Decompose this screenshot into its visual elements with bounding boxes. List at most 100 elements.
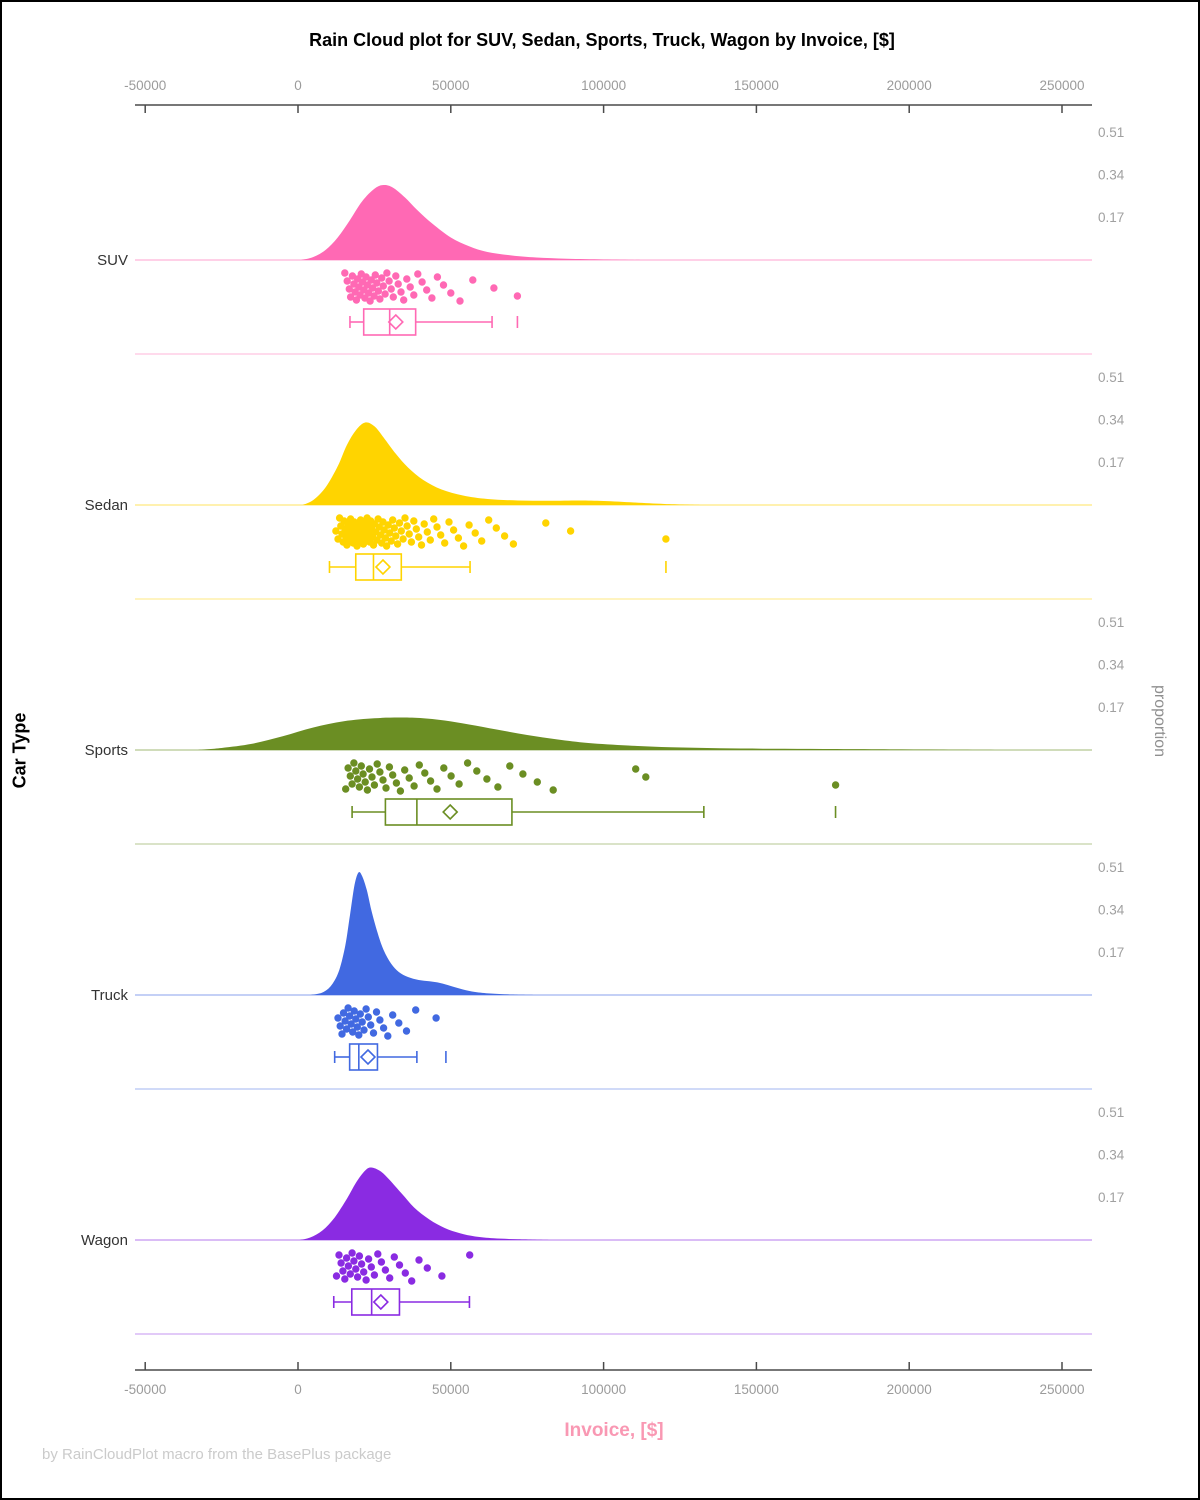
point-sedan bbox=[459, 542, 468, 550]
point-sedan bbox=[471, 529, 479, 537]
point-wagon bbox=[355, 1252, 364, 1260]
point-sedan bbox=[389, 516, 397, 524]
point-suv bbox=[373, 279, 381, 287]
point-suv bbox=[345, 285, 353, 293]
point-suv bbox=[456, 297, 464, 305]
point-wagon bbox=[357, 1260, 366, 1268]
top-axis-tick-label: -50000 bbox=[124, 78, 166, 93]
point-wagon bbox=[401, 1269, 409, 1277]
point-sedan bbox=[445, 518, 453, 526]
category-label-sedan: Sedan bbox=[85, 497, 128, 514]
proportion-tick-sedan: 0.51 bbox=[1098, 370, 1124, 385]
point-wagon bbox=[466, 1251, 474, 1259]
point-sedan bbox=[500, 532, 509, 540]
bottom-axis-tick-label: 50000 bbox=[432, 1382, 470, 1397]
point-sports bbox=[396, 787, 405, 795]
point-sports bbox=[361, 778, 369, 786]
point-sports bbox=[350, 759, 358, 767]
point-sports bbox=[359, 770, 367, 778]
point-sports bbox=[506, 762, 514, 770]
point-sedan bbox=[395, 519, 404, 527]
point-sports bbox=[368, 773, 376, 781]
point-sports bbox=[357, 762, 365, 770]
x-axis-label: Invoice, [$] bbox=[564, 1420, 664, 1441]
point-sports bbox=[415, 761, 423, 769]
point-truck bbox=[358, 1018, 366, 1026]
point-wagon bbox=[335, 1251, 343, 1259]
point-suv bbox=[387, 285, 395, 293]
point-sedan bbox=[412, 525, 420, 533]
point-sports bbox=[352, 767, 360, 775]
point-truck bbox=[384, 1032, 392, 1040]
point-sedan bbox=[420, 520, 428, 528]
point-truck bbox=[412, 1006, 420, 1014]
point-truck bbox=[395, 1019, 403, 1027]
point-sedan bbox=[433, 523, 441, 531]
point-sports bbox=[533, 778, 541, 786]
proportion-tick-wagon: 0.17 bbox=[1098, 1190, 1124, 1205]
point-suv bbox=[346, 293, 355, 301]
point-sports bbox=[831, 781, 840, 789]
point-suv bbox=[397, 288, 405, 296]
mean-diamond-truck bbox=[359, 1048, 377, 1066]
proportion-tick-suv: 0.17 bbox=[1098, 210, 1124, 225]
point-suv bbox=[366, 297, 374, 305]
density-sports bbox=[197, 717, 1007, 750]
point-truck bbox=[352, 1015, 360, 1023]
point-sedan bbox=[407, 538, 416, 546]
point-suv bbox=[383, 269, 391, 277]
point-sedan bbox=[417, 541, 426, 549]
point-truck bbox=[349, 1028, 357, 1036]
point-suv bbox=[469, 276, 477, 284]
density-sedan bbox=[302, 422, 702, 505]
point-wagon bbox=[395, 1261, 404, 1269]
point-sports bbox=[342, 785, 350, 793]
point-sports bbox=[355, 783, 364, 791]
point-sedan bbox=[393, 540, 402, 548]
point-truck bbox=[345, 1012, 354, 1020]
point-wagon bbox=[341, 1275, 349, 1283]
point-truck bbox=[356, 1010, 364, 1018]
point-sedan bbox=[542, 519, 550, 527]
right-axis-label: proportion bbox=[1151, 684, 1168, 758]
bottom-axis-tick-label: 150000 bbox=[734, 1382, 779, 1397]
point-sports bbox=[379, 776, 387, 784]
proportion-tick-sports: 0.34 bbox=[1098, 658, 1125, 673]
point-wagon bbox=[342, 1254, 351, 1262]
proportion-tick-sports: 0.17 bbox=[1098, 700, 1124, 715]
mean-diamond-sports bbox=[442, 803, 459, 821]
point-sedan bbox=[485, 516, 493, 524]
point-sports bbox=[463, 759, 472, 767]
point-truck bbox=[334, 1014, 342, 1022]
point-truck bbox=[342, 1025, 351, 1033]
density-truck bbox=[310, 872, 537, 995]
point-suv bbox=[371, 271, 379, 279]
point-sedan bbox=[465, 521, 473, 529]
point-truck bbox=[344, 1004, 352, 1012]
point-sedan bbox=[492, 524, 500, 532]
point-sedan bbox=[426, 536, 434, 544]
point-truck bbox=[367, 1021, 375, 1029]
box-sports bbox=[384, 798, 513, 826]
point-truck bbox=[402, 1027, 411, 1035]
point-truck bbox=[338, 1030, 346, 1038]
point-sedan bbox=[566, 527, 575, 535]
bottom-axis-tick-label: 250000 bbox=[1039, 1382, 1084, 1397]
point-wagon bbox=[360, 1268, 368, 1276]
box-truck bbox=[348, 1043, 379, 1071]
box-wagon bbox=[350, 1288, 401, 1316]
point-suv bbox=[414, 270, 422, 278]
point-truck bbox=[389, 1011, 397, 1019]
point-truck bbox=[341, 1017, 349, 1025]
point-suv bbox=[364, 289, 373, 297]
category-label-sports: Sports bbox=[85, 742, 128, 759]
point-sports bbox=[410, 782, 418, 790]
proportion-tick-sedan: 0.17 bbox=[1098, 455, 1124, 470]
bottom-axis-tick-label: 0 bbox=[294, 1382, 302, 1397]
point-sedan bbox=[401, 514, 409, 522]
point-wagon bbox=[381, 1266, 390, 1274]
point-sedan bbox=[423, 528, 431, 536]
point-sedan bbox=[478, 537, 486, 545]
point-suv bbox=[379, 282, 387, 290]
